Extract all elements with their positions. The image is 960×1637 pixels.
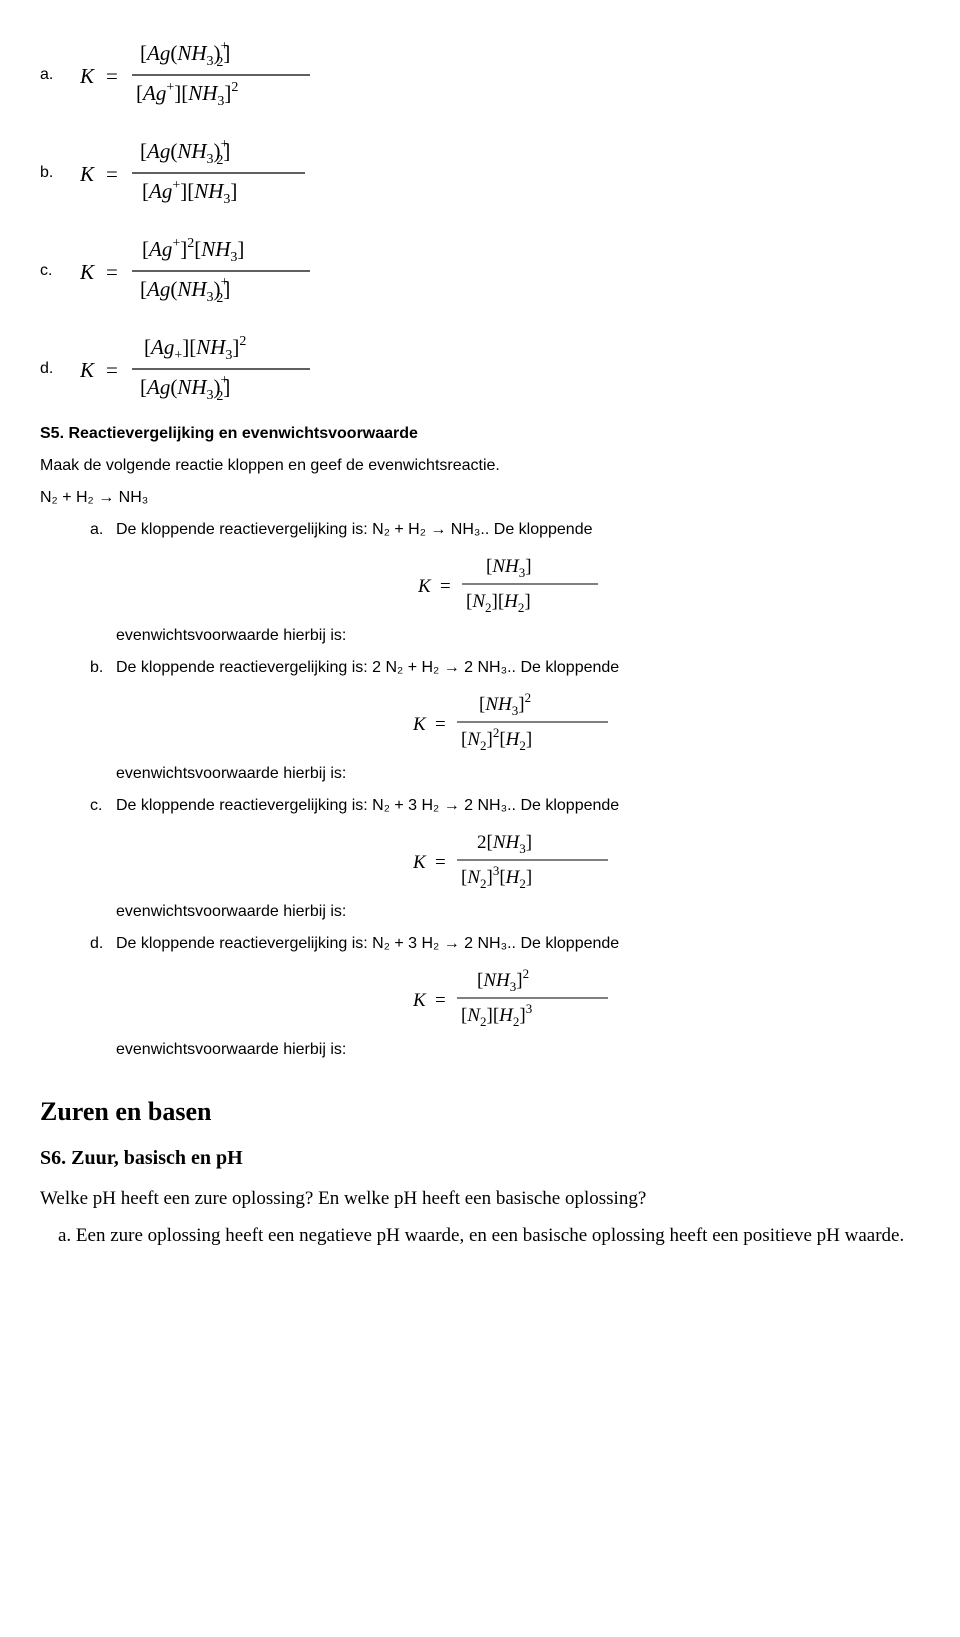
svg-text:=: = <box>106 358 118 382</box>
svg-text:K: K <box>80 260 95 284</box>
svg-text:[Ag+]2[NH3]: [Ag+]2[NH3] <box>142 236 244 265</box>
svg-text:[Ag+][NH3]2: [Ag+][NH3]2 <box>136 80 238 109</box>
formula-a: K = [Ag(NH3)+2] [Ag+][NH3]2 <box>80 36 340 114</box>
s5-c-line2: evenwichtsvoorwaarde hierbij is: <box>40 900 920 924</box>
s5-intro: Maak de volgende reactie kloppen en geef… <box>40 454 920 478</box>
svg-text:=: = <box>435 990 446 1011</box>
svg-text:[NH3]: [NH3] <box>486 556 532 580</box>
s5-title: S5. Reactievergelijking en evenwichtsvoo… <box>40 422 920 446</box>
s5-d-marker: d. <box>90 932 116 956</box>
svg-text:=: = <box>106 260 118 284</box>
s5-d-line2: evenwichtsvoorwaarde hierbij is: <box>40 1038 920 1062</box>
svg-text:2[NH3]: 2[NH3] <box>477 832 532 856</box>
s6-a-text: a. Een zure oplossing heeft een negatiev… <box>40 1222 920 1251</box>
s5-d-formula: K = [NH3]2 [N2][H2]3 <box>413 966 623 1030</box>
svg-text:K: K <box>418 576 432 597</box>
svg-text:[Ag(NH3)+2]: [Ag(NH3)+2] <box>140 137 230 168</box>
svg-text:K: K <box>413 714 427 735</box>
s5-b-line1: De kloppende reactievergelijking is: 2 N… <box>116 656 619 680</box>
option-d: d. K = [Ag+][NH3]2 [Ag(NH3)+2] <box>40 324 920 414</box>
s5-a-line2: evenwichtsvoorwaarde hierbij is: <box>40 624 920 648</box>
svg-text:[N2][H2]: [N2][H2] <box>466 591 531 615</box>
svg-text:[NH3]2: [NH3]2 <box>477 966 529 994</box>
option-marker: a. <box>40 63 80 87</box>
svg-text:K: K <box>80 64 95 88</box>
svg-text:=: = <box>435 852 446 873</box>
s5-a-marker: a. <box>90 518 116 542</box>
formula-b: K = [Ag(NH3)+2] [Ag+][NH3] <box>80 134 340 212</box>
s5-d: d. De kloppende reactievergelijking is: … <box>40 932 920 956</box>
s5-c-marker: c. <box>90 794 116 818</box>
formula-c: K = [Ag+]2[NH3] [Ag(NH3)+2] <box>80 232 340 310</box>
svg-text:K: K <box>413 990 427 1011</box>
zuren-heading: Zuren en basen <box>40 1092 920 1131</box>
svg-text:[N2]3[H2]: [N2]3[H2] <box>461 863 532 891</box>
s5-c-formula: K = 2[NH3] [N2]3[H2] <box>413 828 623 892</box>
svg-text:=: = <box>440 576 451 597</box>
svg-text:K: K <box>80 162 95 186</box>
option-c: c. K = [Ag+]2[NH3] [Ag(NH3)+2] <box>40 226 920 316</box>
option-b: b. K = [Ag(NH3)+2] [Ag+][NH3] <box>40 128 920 218</box>
s5-c: c. De kloppende reactievergelijking is: … <box>40 794 920 818</box>
option-marker: c. <box>40 259 80 283</box>
s5-b-line2: evenwichtsvoorwaarde hierbij is: <box>40 762 920 786</box>
svg-text:[Ag+][NH3]: [Ag+][NH3] <box>142 178 237 207</box>
s5-a: a. De kloppende reactievergelijking is: … <box>40 518 920 542</box>
svg-text:[Ag(NH3)+2]: [Ag(NH3)+2] <box>140 373 230 404</box>
svg-text:[Ag(NH3)+2]: [Ag(NH3)+2] <box>140 39 230 70</box>
formula-d: K = [Ag+][NH3]2 [Ag(NH3)+2] <box>80 330 340 408</box>
s6-title: S6. Zuur, basisch en pH <box>40 1143 920 1173</box>
svg-text:=: = <box>106 64 118 88</box>
s5-a-formula: K = [NH3] [N2][H2] <box>418 552 618 616</box>
s5-c-line1: De kloppende reactievergelijking is: N₂ … <box>116 794 619 818</box>
s5-b-formula: K = [NH3]2 [N2]2[H2] <box>413 690 623 754</box>
svg-text:[NH3]2: [NH3]2 <box>479 690 531 718</box>
s5-base-eq: N₂ + H₂ → NH₃ <box>40 486 920 510</box>
s6-question: Welke pH heeft een zure oplossing? En we… <box>40 1185 920 1214</box>
svg-text:=: = <box>435 714 446 735</box>
svg-text:[N2]2[H2]: [N2]2[H2] <box>461 725 532 753</box>
svg-text:K: K <box>413 852 427 873</box>
s5-b-marker: b. <box>90 656 116 680</box>
s5-d-line1: De kloppende reactievergelijking is: N₂ … <box>116 932 619 956</box>
svg-text:[N2][H2]3: [N2][H2]3 <box>461 1001 532 1029</box>
s5-b: b. De kloppende reactievergelijking is: … <box>40 656 920 680</box>
option-marker: b. <box>40 161 80 185</box>
svg-text:=: = <box>106 162 118 186</box>
s5-a-line1: De kloppende reactievergelijking is: N₂ … <box>116 518 593 542</box>
option-marker: d. <box>40 357 80 381</box>
svg-text:[Ag(NH3)+2]: [Ag(NH3)+2] <box>140 275 230 306</box>
svg-text:[Ag+][NH3]2: [Ag+][NH3]2 <box>144 334 246 363</box>
option-a: a. K = [Ag(NH3)+2] [Ag+][NH3]2 <box>40 30 920 120</box>
svg-text:K: K <box>80 358 95 382</box>
